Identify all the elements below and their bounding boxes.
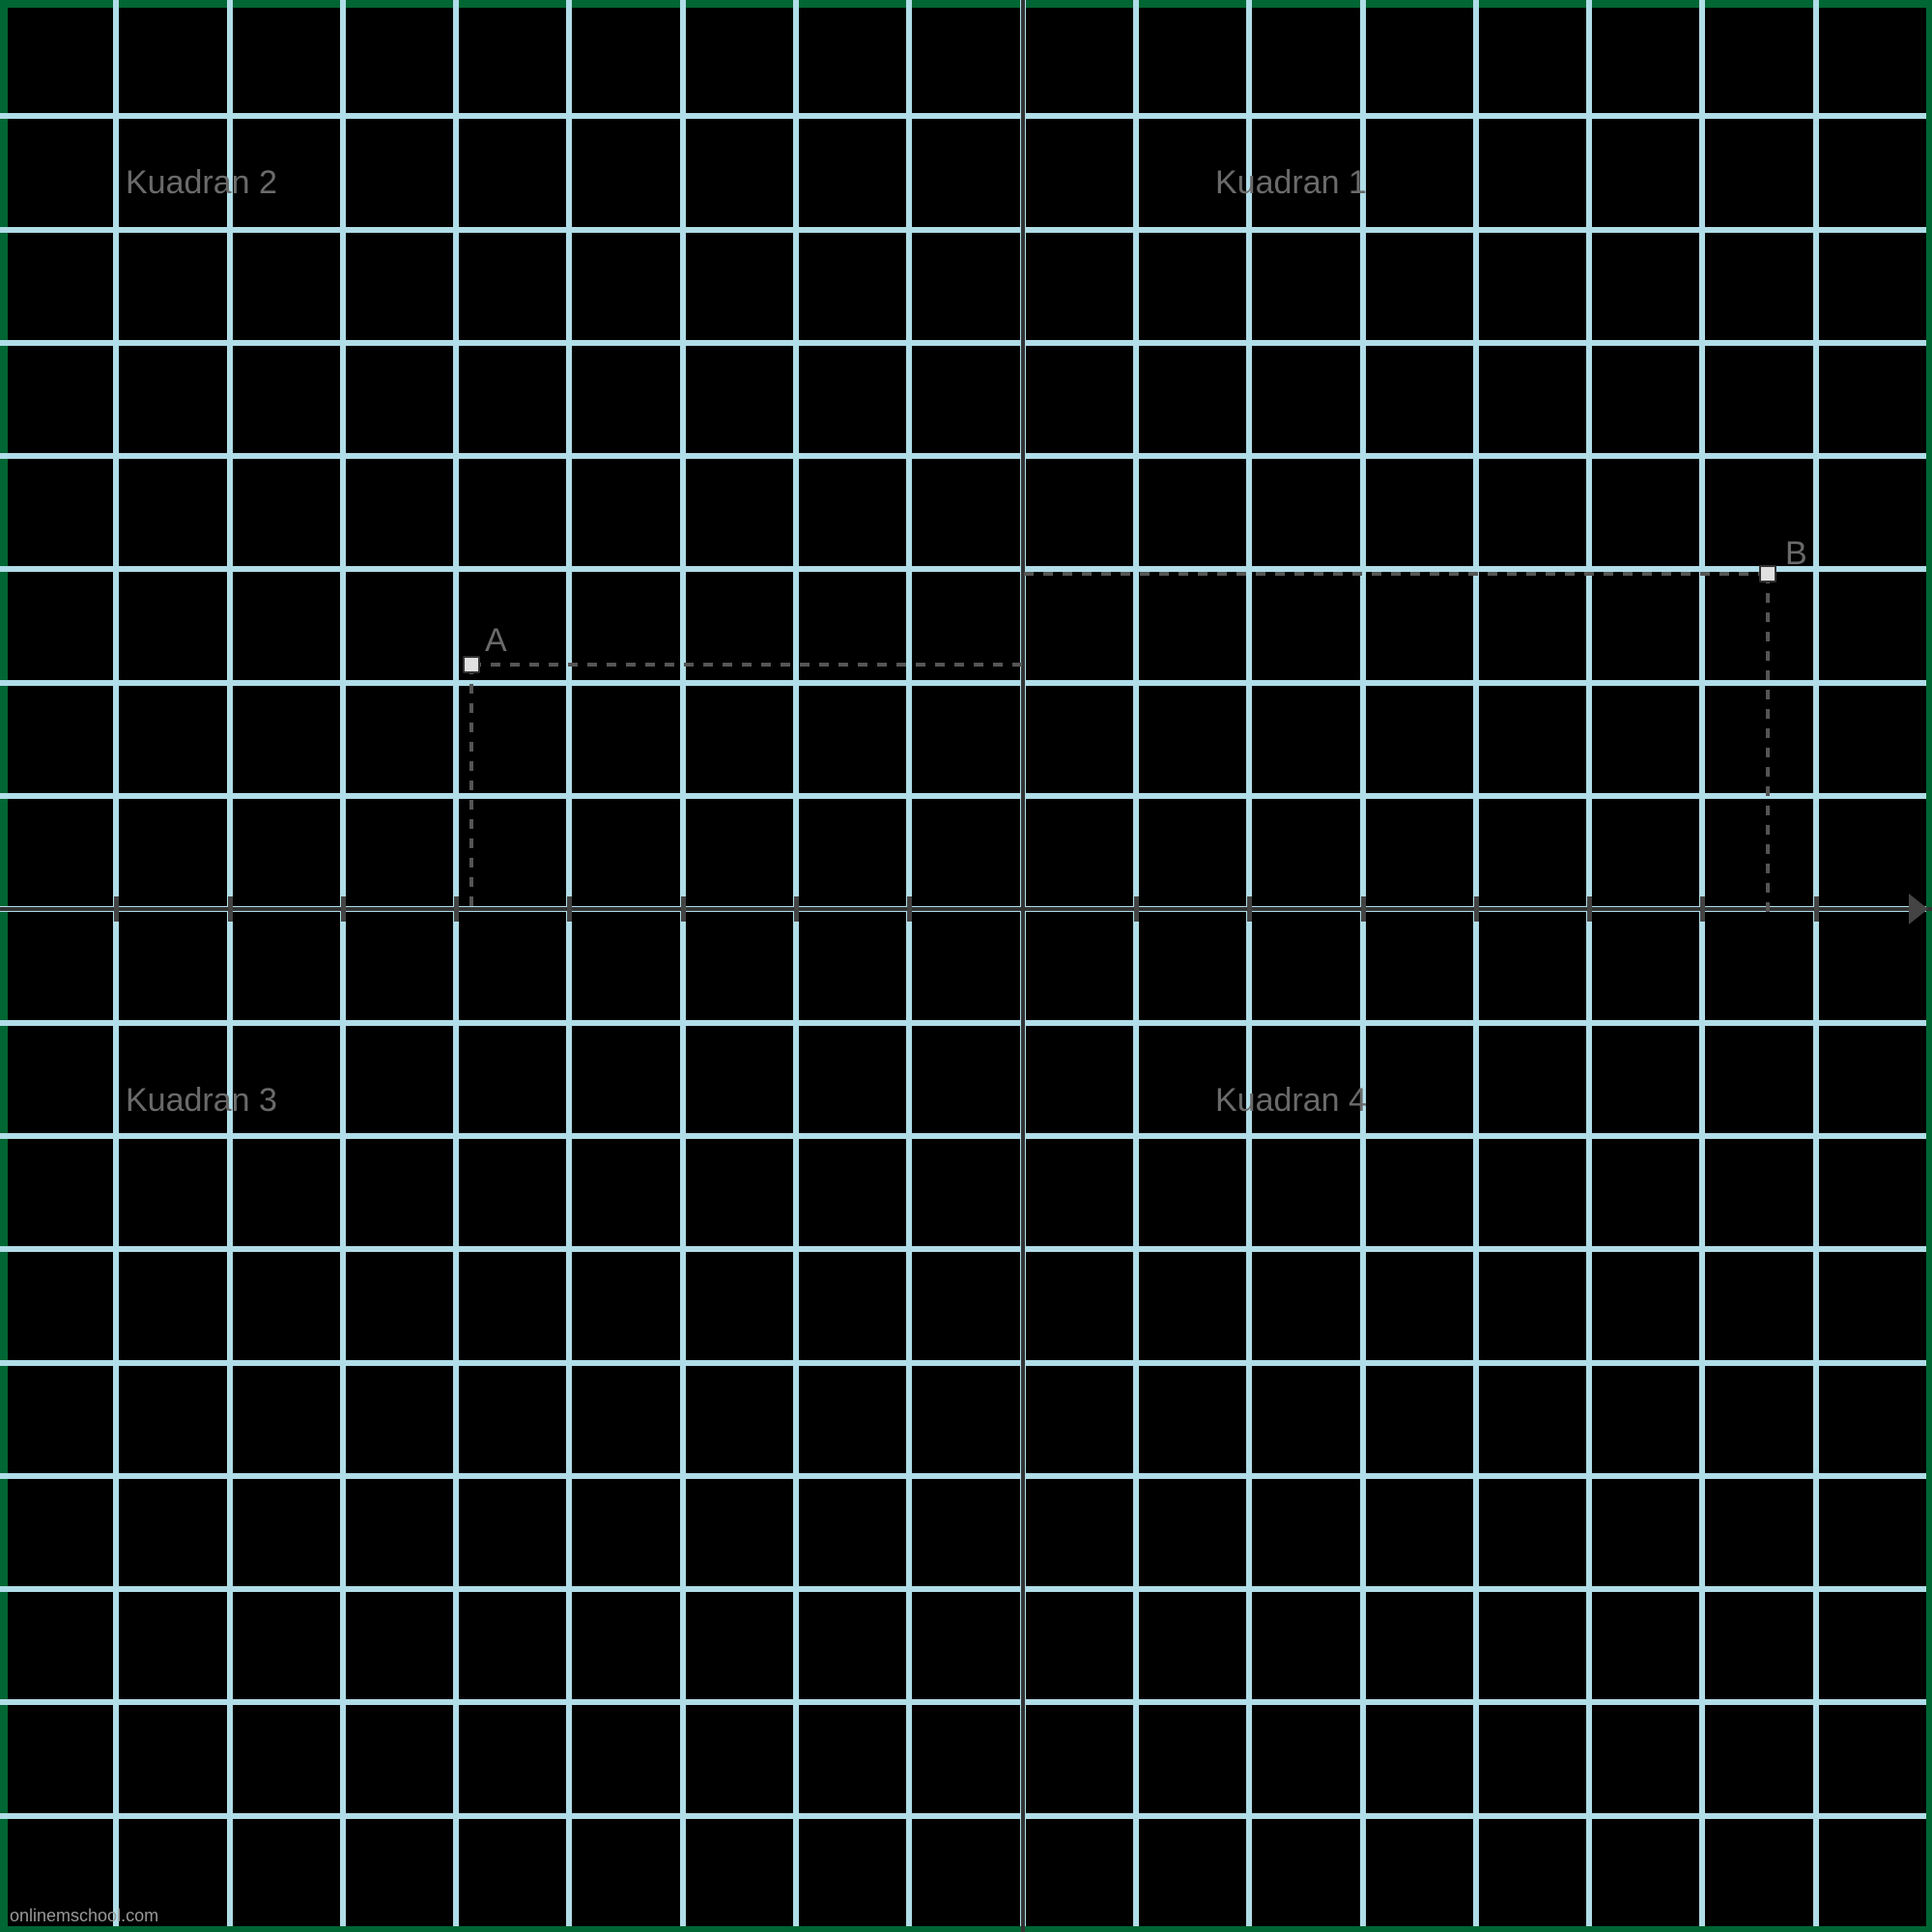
grid-line-vertical (680, 0, 686, 1932)
x-tick (228, 896, 233, 922)
grid-line-horizontal (0, 453, 1932, 459)
grid-line-vertical (227, 0, 233, 1932)
guide-a-vertical (469, 665, 473, 912)
point-b-label: B (1785, 535, 1807, 573)
footer-credit: onlinemschool.com (10, 1906, 158, 1926)
grid-line-horizontal (0, 227, 1932, 233)
x-tick (1361, 896, 1366, 922)
x-axis-arrow (1909, 894, 1928, 924)
grid-line-vertical (1360, 0, 1366, 1932)
grid-line-horizontal (0, 1246, 1932, 1252)
grid-line-vertical (1473, 0, 1479, 1932)
grid-line-horizontal (0, 1813, 1932, 1819)
grid-line-vertical (113, 0, 119, 1932)
x-tick (1474, 896, 1479, 922)
grid-line-horizontal (0, 793, 1932, 799)
quadrant-label-q1: Kuadran 1 (1215, 164, 1367, 202)
grid-line-vertical (1699, 0, 1705, 1932)
grid-line-horizontal (0, 0, 1932, 8)
grid-line-vertical (0, 0, 8, 1932)
coordinate-plane: A B Kuadran 1 Kuadran 2 Kuadran 3 Kuadran 4 (0, 0, 1932, 1932)
grid-line-horizontal (0, 1586, 1932, 1592)
x-axis (0, 907, 1932, 911)
x-tick (794, 896, 799, 922)
x-tick (1587, 896, 1592, 922)
grid-line-horizontal (0, 680, 1932, 686)
quadrant-label-q3: Kuadran 3 (126, 1082, 277, 1120)
grid-line-vertical (1813, 0, 1819, 1932)
x-tick (1814, 896, 1819, 922)
grid-line-vertical (453, 0, 459, 1932)
point-a-marker (463, 656, 480, 673)
grid-line-vertical (340, 0, 346, 1932)
grid-line-horizontal (0, 113, 1932, 119)
grid-line-vertical (1926, 0, 1932, 1932)
x-tick (341, 896, 346, 922)
y-axis (1021, 0, 1025, 1932)
grid-line-horizontal (0, 1020, 1932, 1026)
x-tick (567, 896, 572, 922)
quadrant-label-q2: Kuadran 2 (126, 164, 277, 202)
x-tick (1700, 896, 1705, 922)
quadrant-label-q4: Kuadran 4 (1215, 1082, 1367, 1120)
point-b-marker (1759, 565, 1776, 582)
x-tick (1247, 896, 1252, 922)
x-tick (114, 896, 119, 922)
grid-line-vertical (1133, 0, 1139, 1932)
grid-line-horizontal (0, 1473, 1932, 1479)
grid-line-vertical (906, 0, 912, 1932)
grid-line-horizontal (0, 1699, 1932, 1705)
x-tick (907, 896, 912, 922)
grid-line-horizontal (0, 1360, 1932, 1366)
grid-line-vertical (566, 0, 572, 1932)
x-tick (1134, 896, 1139, 922)
grid-line-horizontal (0, 340, 1932, 346)
grid-line-vertical (793, 0, 799, 1932)
x-tick (681, 896, 686, 922)
grid-line-vertical (1586, 0, 1592, 1932)
grid-line-horizontal (0, 1926, 1932, 1932)
guide-b-horizontal (1024, 572, 1768, 576)
guide-b-vertical (1766, 574, 1770, 912)
x-tick (454, 896, 459, 922)
point-a-label: A (485, 622, 507, 660)
grid-line-horizontal (0, 1133, 1932, 1139)
grid-line-vertical (1246, 0, 1252, 1932)
guide-a-horizontal (471, 663, 1024, 667)
